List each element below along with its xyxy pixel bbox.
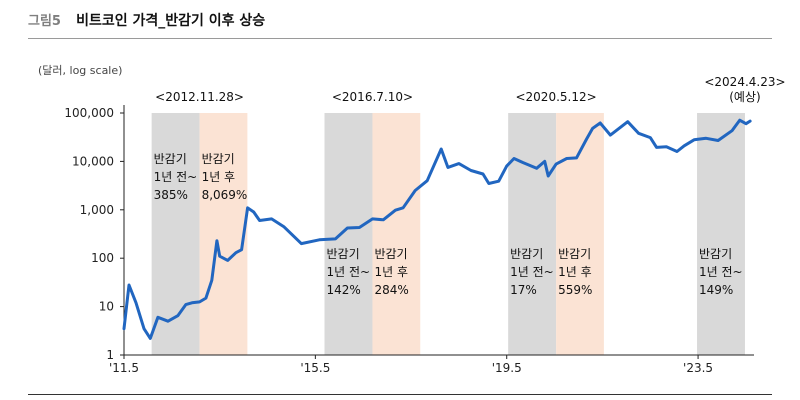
figure-title: 비트코인 가격_반감기 이후 상승: [76, 13, 266, 29]
band-label-1-line-0: 반감기: [202, 152, 235, 166]
band-label-3-line-0: 반감기: [374, 247, 407, 261]
figure-label: 그림5: [28, 14, 61, 29]
band-label-0-line-2: 385%: [154, 188, 188, 202]
figure-header: 그림5 비트코인 가격_반감기 이후 상승: [28, 10, 265, 34]
band-label-2-line-0: 반감기: [327, 247, 360, 261]
y-tick-label: 100: [91, 251, 114, 265]
halving-band-after-3: [372, 113, 421, 355]
bottom-rule: [28, 394, 772, 395]
band-label-4-line-2: 17%: [510, 283, 537, 297]
y-tick-label: 10: [99, 300, 114, 314]
band-label-4-line-1: 1년 전~: [510, 265, 554, 279]
top-rule: [28, 38, 772, 39]
band-label-5-line-1: 1년 후: [558, 265, 592, 279]
x-tick-label: '19.5: [492, 361, 522, 375]
halving-bands: [151, 113, 745, 355]
band-label-3-line-2: 284%: [374, 283, 408, 297]
chart-axes: 1 10 100 1,000 10,000 100,000 '11.5 '15.5 '19.5 '…: [64, 105, 754, 375]
halving-annotation-0-line-0: <2012.11.28>: [155, 90, 244, 104]
band-label-2-line-2: 142%: [327, 283, 361, 297]
band-label-4-line-0: 반감기: [510, 247, 543, 261]
y-tick-label: 10,000: [72, 154, 114, 168]
halving-band-before-0: [151, 113, 200, 355]
halving-annotation-2-line-0: <2020.5.12>: [515, 90, 596, 104]
band-label-3-line-1: 1년 후: [374, 265, 408, 279]
x-tick-label: '15.5: [300, 361, 330, 375]
halving-band-before-2: [324, 113, 373, 355]
band-label-0-line-0: 반감기: [154, 152, 187, 166]
halving-band-after-1: [199, 113, 248, 355]
halving-date-annotations: <2012.11.28> <2016.7.10> <2020.5.12> <2024.…: [155, 75, 785, 104]
halving-band-before-4: [508, 113, 557, 355]
x-tick-label: '11.5: [109, 361, 139, 375]
y-tick-label: 1: [106, 348, 114, 362]
band-label-1-line-2: 8,069%: [202, 188, 248, 202]
price-series: [122, 118, 752, 340]
bitcoin-price-line: [122, 118, 752, 340]
band-label-5-line-0: 반감기: [558, 247, 591, 261]
band-label-6-line-2: 149%: [699, 283, 733, 297]
y-tick-label: 100,000: [64, 106, 114, 120]
band-label-6-line-0: 반감기: [699, 247, 732, 261]
band-label-0-line-1: 1년 전~: [154, 170, 198, 184]
y-tick-label: 1,000: [80, 203, 114, 217]
halving-annotation-3-line-0: <2024.4.23>: [704, 75, 785, 89]
halving-annotation-1-line-0: <2016.7.10>: [332, 90, 413, 104]
band-label-6-line-1: 1년 전~: [699, 265, 743, 279]
halving-annotation-3-line-1: (예상): [729, 90, 760, 104]
band-label-5-line-2: 559%: [558, 283, 592, 297]
band-label-1-line-1: 1년 후: [202, 170, 236, 184]
x-tick-label: '23.5: [683, 361, 713, 375]
halving-band-before-6: [697, 113, 745, 355]
band-label-2-line-1: 1년 전~: [327, 265, 371, 279]
y-axis-unit-label: (달러, log scale): [38, 64, 123, 77]
